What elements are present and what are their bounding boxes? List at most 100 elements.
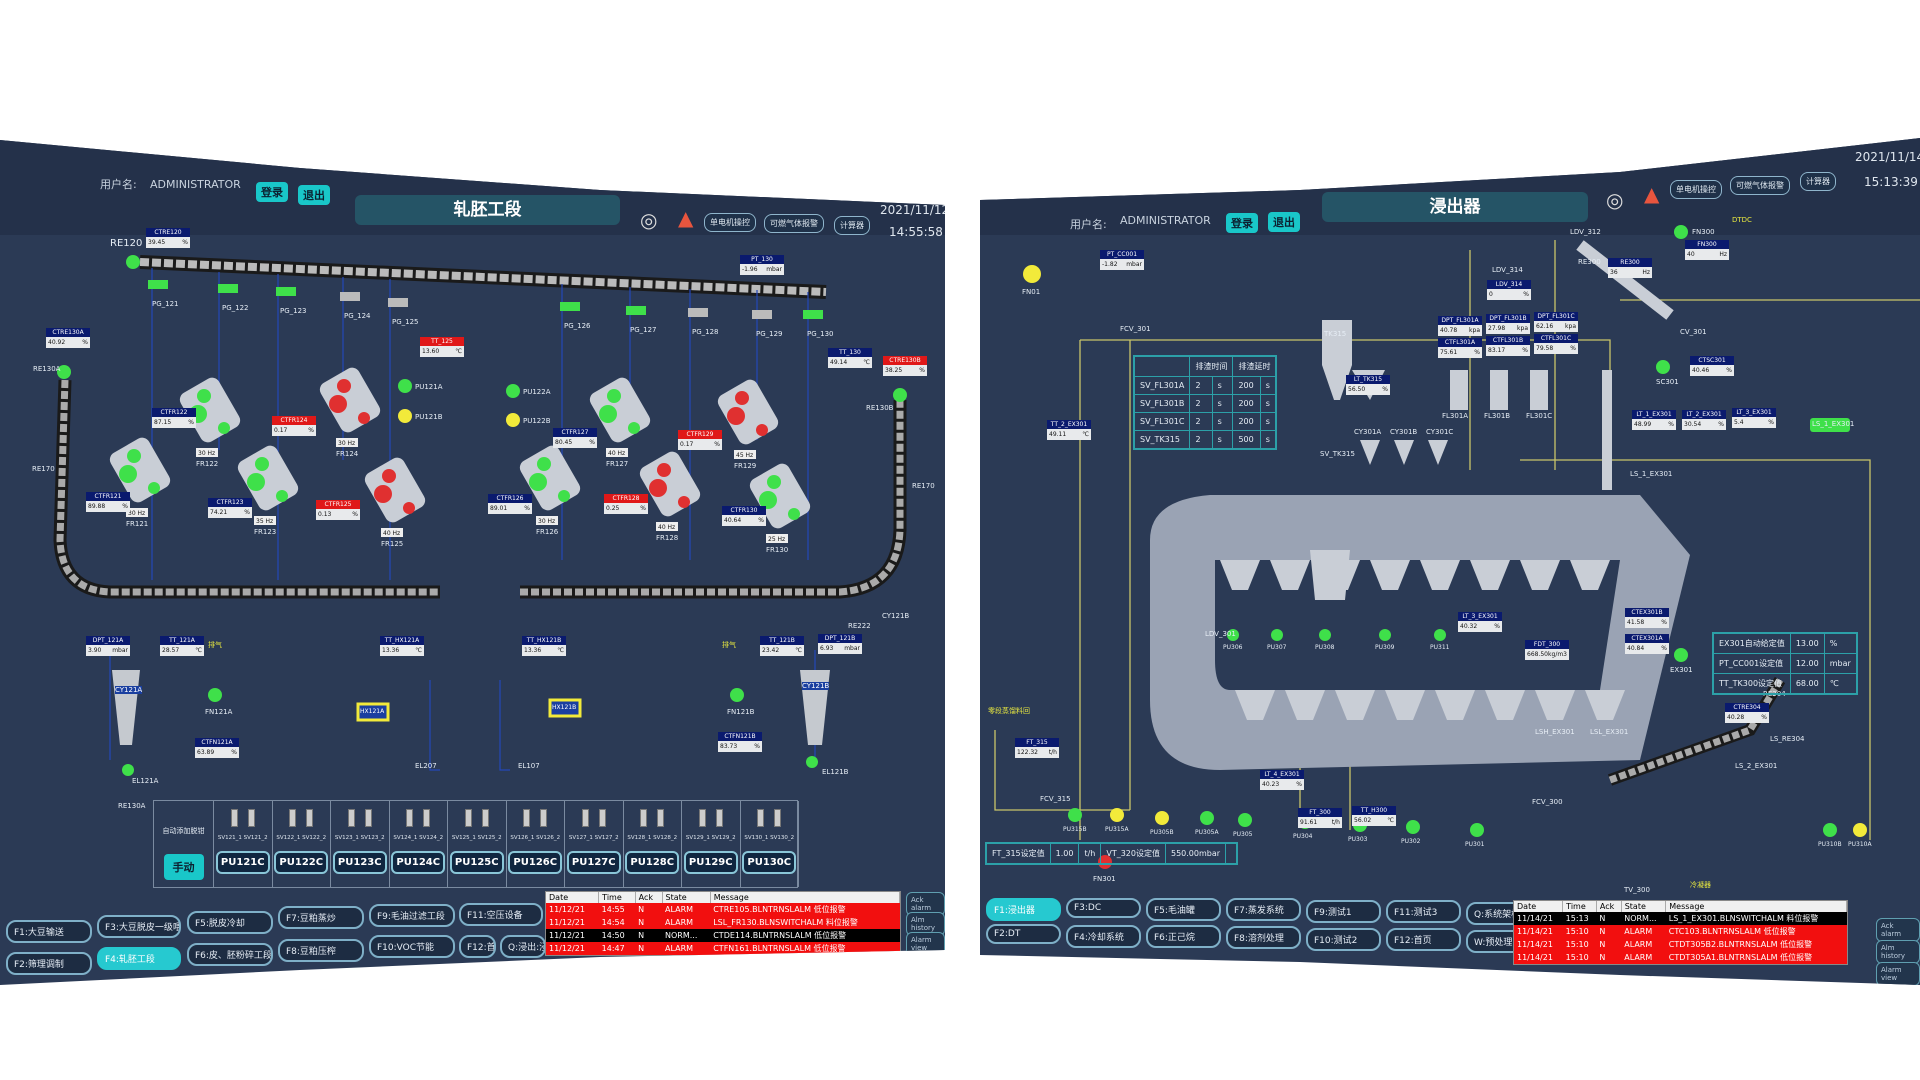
function-key-f1[interactable]: F1:大豆输送 [6,920,92,943]
tag-ctfr126[interactable]: CTFR126 89.01% [488,494,532,514]
login-button[interactable]: 登录 [1226,213,1258,233]
right-alarm-table[interactable]: Date Time Ack State Message 11/14/21 15:13 N NOR… [1513,900,1848,965]
tag-ctfn121a[interactable]: CTFN121A 63.89% [195,738,239,758]
alarm-row[interactable]: 11/14/21 15:10 N ALARM CTDT305B2.BLNTRNSLALM… [1514,938,1847,951]
tag-ctfl301b[interactable]: CTFL301B 83.17% [1486,336,1530,356]
tag-lt_2_ex301[interactable]: LT_2_EX301 30.54% [1682,410,1726,430]
flaking-mill-fr129[interactable]: 45 Hz FR129 [715,377,781,470]
solenoid-valve-icon[interactable] [230,809,238,827]
tag-ctex301b[interactable]: CTEX301B 41.58% [1625,608,1669,628]
eye-icon[interactable]: ◎ [1606,188,1624,212]
function-key-f12[interactable]: F12:首页 [1386,928,1461,951]
flaking-mill-fr121[interactable]: 30 Hz FR121 [107,435,173,528]
tag-ctfr125[interactable]: CTFR125 0.13% [316,500,360,520]
flaking-mill-fr127[interactable]: 40 Hz FR127 [587,375,653,468]
tag-tt_hx121a[interactable]: TT_HX121A 13.36 ℃ [380,636,424,656]
alarm-column-header[interactable]: Time [598,892,636,903]
function-key-f11[interactable]: F11:测试3 [1386,900,1461,923]
gland-pg_128[interactable] [688,308,708,317]
solenoid-valve-icon[interactable] [774,809,782,827]
table-cell[interactable]: 12.00 [1789,653,1825,674]
manual-mode-button[interactable]: 手动 [163,854,204,880]
pump-button-pu124c[interactable]: PU124C [391,851,446,874]
gland-pg_121[interactable] [148,280,168,289]
alarm-column-header[interactable]: State [1621,901,1667,912]
solenoid-valve-icon[interactable] [306,809,314,827]
function-key-f12[interactable]: F12:首页 [459,935,496,958]
tag-ctfl301a[interactable]: CTFL301A 75.61% [1438,338,1482,358]
function-key-f8[interactable]: F8:溶剂处理 [1226,926,1301,949]
tag-fdt_300[interactable]: FDT_300 668.50 kg/m3 [1525,640,1569,660]
tag-ft_300[interactable]: FT_300 91.61 t/h [1298,808,1342,828]
table-cell[interactable]: 2 [1189,394,1213,413]
motor-control-button[interactable]: 单电机操控 [1670,180,1722,199]
tag-ctre120[interactable]: CTRE120 39.45% [146,228,190,248]
gland-pg_126[interactable] [560,302,580,311]
pump-button-pu129c[interactable]: PU129C [683,851,738,874]
tag-ctfr121[interactable]: CTFR121 89.88% [86,492,130,512]
calculator-button[interactable]: 计算器 [834,216,870,235]
tag-ctre130b[interactable]: CTRE130B 38.25% [883,356,927,376]
function-key-f3[interactable]: F3:大豆脱皮一级喂皮 [97,915,181,938]
pump-button-pu123c[interactable]: PU123C [332,851,387,874]
logout-button[interactable]: 退出 [298,185,330,205]
table-cell[interactable]: 2 [1189,430,1213,449]
solenoid-valve-icon[interactable] [598,809,606,827]
pump-button-pu128c[interactable]: PU128C [625,851,680,874]
alarm-column-header[interactable]: State [662,892,711,903]
function-key-f7[interactable]: F7:蒸发系统 [1226,898,1301,921]
flaking-mill-fr125[interactable]: 40 Hz FR125 [362,455,428,548]
function-key-f4[interactable]: F4:轧胚工段 [97,947,181,970]
gland-pg_125[interactable] [388,298,408,307]
tag-tt_130[interactable]: TT_130 49.14 ℃ [828,348,872,368]
table-cell[interactable]: s [1211,376,1234,395]
table-cell[interactable]: s [1211,394,1234,413]
alarm-column-header[interactable]: Message [1665,901,1847,912]
function-key-f9[interactable]: F9:测试1 [1306,900,1381,923]
gland-pg_122[interactable] [218,284,238,293]
tag-ctre130a[interactable]: CTRE130A 40.92% [46,328,90,348]
tag-tt_121b[interactable]: TT_121B 23.42 ℃ [760,636,804,656]
tag-dpt_fl301c[interactable]: DPT_FL301C 62.16 kpa [1534,312,1578,332]
tag-tt_121a[interactable]: TT_121A 28.57 ℃ [160,636,204,656]
alarm-column-header[interactable]: Message [710,892,901,903]
tag-ctfl301c[interactable]: CTFL301C 79.58% [1534,334,1578,354]
tag-ctfr123[interactable]: CTFR123 74.21% [208,498,252,518]
pump-button-pu126c[interactable]: PU126C [508,851,563,874]
table-cell[interactable]: 2 [1189,412,1213,431]
tag-ctfn121b[interactable]: CTFN121B 83.73% [718,732,762,752]
pump-button-pu122c[interactable]: PU122C [274,851,329,874]
ack-alarm-button[interactable]: Ack alarm [1876,918,1920,942]
table-cell[interactable]: s [1259,412,1277,431]
tag-ctfr129[interactable]: CTFR129 0.17% [678,430,722,450]
setpoint-cell[interactable]: 550.00mbar [1164,843,1227,864]
flaking-mill-fr123[interactable]: 35 Hz FR123 [235,443,301,536]
solenoid-valve-icon[interactable] [247,809,255,827]
alarm-row[interactable]: 11/14/21 15:13 N NORM... LS_1_EX301.BLNSWITC… [1514,912,1847,925]
alarm-row[interactable]: 11/14/21 15:10 N ALARM CTC103.BLNTRNSLALM 低位… [1514,925,1847,938]
function-key-f7[interactable]: F7:豆粕蒸炒 [278,906,364,929]
table-cell[interactable]: 200 [1232,376,1261,395]
tag-ctex301a[interactable]: CTEX301A 40.84% [1625,634,1669,654]
flaking-mill-fr128[interactable]: 40 Hz FR128 [637,449,703,542]
table-cell[interactable]: % [1823,633,1857,654]
function-key-f8[interactable]: F8:豆粕压榨 [278,939,364,962]
tag-lt_4_ex301[interactable]: LT_4_EX301 40.23% [1260,770,1304,790]
tag-lt_3_ex301[interactable]: LT_3_EX301 40.32% [1458,612,1502,632]
tag-ctfr124[interactable]: CTFR124 0.17% [272,416,316,436]
function-key-f11[interactable]: F11:空压设备 [459,903,543,926]
solenoid-valve-icon[interactable] [640,809,648,827]
table-cell[interactable]: s [1211,412,1234,431]
pump-button-pu130c[interactable]: PU130C [742,851,797,874]
function-key-f1[interactable]: F1:浸出器 [986,898,1061,921]
gas-alarm-button[interactable]: 可燃气体报警 [764,214,824,233]
table-cell[interactable]: ℃ [1823,673,1857,694]
tag-ctfr130[interactable]: CTFR130 40.64% [722,506,766,526]
gland-pg_129[interactable] [752,310,772,319]
function-key-f9[interactable]: F9:毛油过滤工段 [369,904,455,927]
pump-button-pu127c[interactable]: PU127C [566,851,621,874]
alarm-column-header[interactable]: Ack [1596,901,1622,912]
solenoid-valve-icon[interactable] [757,809,765,827]
solenoid-valve-icon[interactable] [464,809,472,827]
gland-pg_124[interactable] [340,292,360,301]
